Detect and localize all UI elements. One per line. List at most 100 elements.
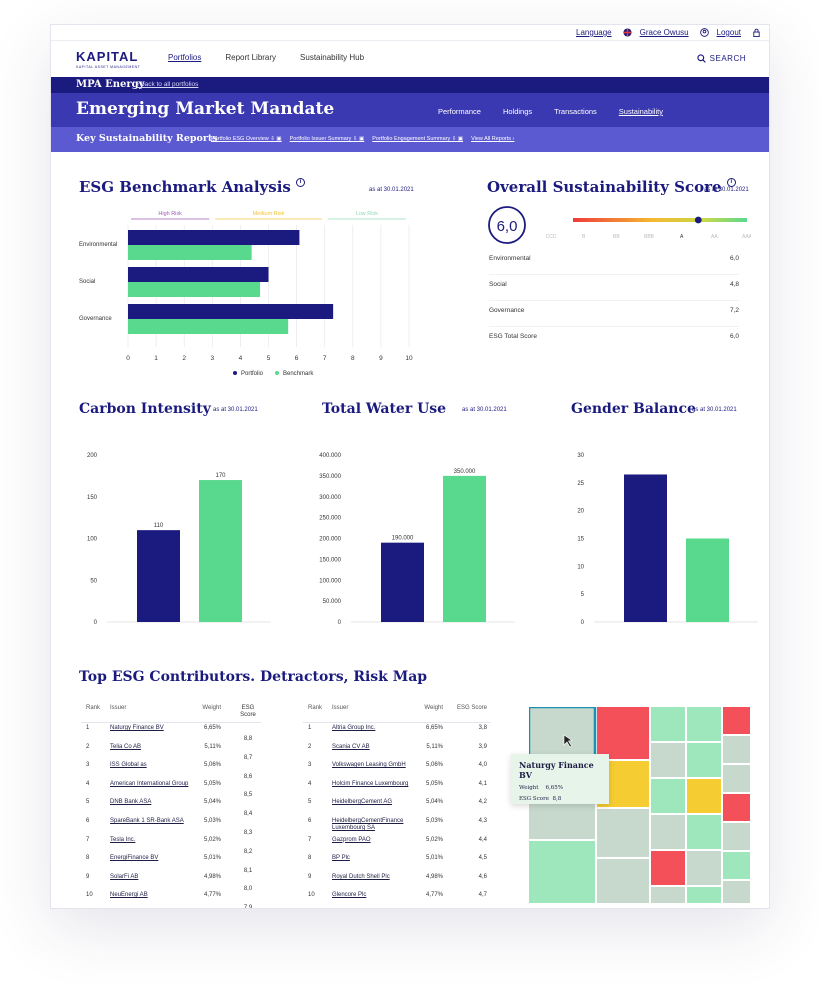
table-row[interactable]: 2 Scania CV AB 5,11% 3,9: [303, 742, 491, 761]
issuer-link[interactable]: Volkswagen Leasing GmbH: [332, 762, 406, 769]
contributor-score-column: ESG Score 8,8 8,7 8,6 8,5 8,4 8,3 8,2 8,1 8,0 7,9: [231, 705, 265, 908]
issuer-link[interactable]: EnergiFinance BV: [110, 855, 159, 862]
info-icon[interactable]: i: [726, 178, 736, 187]
data-label: 170: [215, 473, 226, 479]
risk-map-cell[interactable]: [687, 779, 721, 813]
report-engagement-summary[interactable]: Portfolio Engagement Summary ⇩ ▣: [372, 136, 464, 142]
table-row[interactable]: 7 Gazprom PAO 5,02% 4,4: [303, 835, 491, 854]
risk-map-cell[interactable]: [687, 815, 721, 849]
table-row[interactable]: 8 EnergiFinance BV 5,01%: [81, 853, 261, 872]
table-row[interactable]: 2 Telia Co AB 5,11%: [81, 742, 261, 761]
table-row[interactable]: 3 Volkswagen Leasing GmbH 5,06% 4,0: [303, 760, 491, 779]
issuer-link[interactable]: SolarFi AB: [110, 873, 139, 880]
risk-map-cell[interactable]: [597, 859, 649, 903]
rating-label: BB: [613, 234, 620, 240]
table-row[interactable]: 10 NeuEnergi AB 4,77%: [81, 890, 261, 908]
language-link[interactable]: Language: [576, 28, 612, 37]
logo[interactable]: KAPITAL KAPITAL ASSET MANAGEMENT: [76, 49, 141, 69]
risk-map-cell[interactable]: [651, 815, 685, 849]
table-row[interactable]: 9 Royal Dutch Shell Plc 4,98% 4,6: [303, 872, 491, 891]
issuer-link[interactable]: BP Plc: [332, 855, 350, 862]
issuer-link[interactable]: Naturgy Finance BV: [110, 725, 164, 731]
risk-map-cell[interactable]: [651, 779, 685, 813]
risk-map-cell[interactable]: [687, 743, 721, 777]
risk-map-cell[interactable]: [597, 707, 649, 759]
issuer-link[interactable]: Altria Group Inc.: [332, 725, 376, 731]
tab-holdings[interactable]: Holdings: [502, 107, 533, 116]
table-row[interactable]: 3 ISS Global as 5,06%: [81, 760, 261, 779]
y-tick-label: 400.000: [319, 453, 341, 459]
risk-map-cell[interactable]: [723, 881, 750, 903]
rating-label: AAA: [742, 234, 751, 240]
table-row[interactable]: 9 SolarFi AB 4,98%: [81, 872, 261, 891]
table-row[interactable]: 4 Holcim Finance Luxembourg 5,05% 4,1: [303, 779, 491, 798]
issuer-link[interactable]: DNB Bank ASA: [110, 799, 152, 806]
risk-map-cell[interactable]: [687, 707, 721, 741]
risk-map-cell[interactable]: [529, 841, 595, 903]
table-row[interactable]: 1 Naturgy Finance BV 6,65%: [81, 723, 261, 742]
table-row[interactable]: 1 Altria Group Inc. 6,65% 3,8: [303, 723, 491, 742]
issuer-link[interactable]: Telia Co AB: [110, 743, 142, 750]
risk-map-cell[interactable]: [723, 707, 750, 734]
risk-map-cell[interactable]: [651, 707, 685, 741]
x-tick-label: 8: [351, 355, 355, 362]
logout-link[interactable]: Logout: [716, 28, 741, 37]
rank-cell: 3: [308, 762, 312, 769]
issuer-link[interactable]: Holcim Finance Luxembourg: [332, 780, 409, 787]
table-row[interactable]: 10 Glencore Plc 4,77% 4,7: [303, 890, 491, 908]
issuer-link[interactable]: Tesla Inc.: [110, 836, 136, 843]
issuer-link[interactable]: Gazprom PAO: [332, 836, 371, 843]
issuer-link[interactable]: HeidelbergCement AG: [332, 799, 393, 806]
user-link[interactable]: Grace Owusu: [639, 28, 689, 37]
issuer-link[interactable]: ISS Global as: [110, 762, 147, 769]
nav-report-library[interactable]: Report Library: [225, 53, 277, 62]
risk-map-cell[interactable]: [723, 765, 750, 792]
tab-performance[interactable]: Performance: [438, 107, 481, 116]
issuer-link[interactable]: HeidelbergCementFinance Luxembourg SA: [332, 817, 404, 831]
table-row[interactable]: 5 DNB Bank ASA 5,04%: [81, 797, 261, 816]
rating-label: A: [680, 234, 684, 240]
risk-map-cell[interactable]: [687, 887, 721, 903]
issuer-link[interactable]: Scania CV AB: [332, 743, 370, 750]
risk-map-cell[interactable]: [687, 851, 721, 885]
issuer-link[interactable]: Glencore Plc: [332, 892, 367, 899]
risk-map-tooltip: Naturgy Finance BV Weight 6,65% ESG Scor…: [511, 754, 609, 804]
table-row[interactable]: 6 SpareBank 1 SR-Bank ASA 5,03%: [81, 816, 261, 835]
info-icon[interactable]: i: [296, 178, 306, 187]
issuer-link[interactable]: SpareBank 1 SR-Bank ASA: [110, 817, 184, 824]
table-row[interactable]: 8 BP Plc 5,01% 4,5: [303, 853, 491, 872]
weight-cell: 5,02%: [203, 836, 221, 843]
portfolio-bar: [128, 230, 300, 245]
data-label: 190.000: [392, 536, 414, 542]
issuer-link[interactable]: Royal Dutch Shell Plc: [332, 873, 390, 880]
table-row[interactable]: 5 HeidelbergCement AG 5,04% 4,2: [303, 797, 491, 816]
mandate-title: Emerging Market Mandate: [76, 99, 335, 119]
legend-portfolio-dot: [233, 371, 237, 375]
issuer-link[interactable]: American International Group: [110, 780, 189, 787]
report-view-all[interactable]: View All Reports ›: [471, 136, 515, 142]
risk-map-cell[interactable]: [597, 809, 649, 857]
risk-map-cell[interactable]: [723, 794, 750, 821]
issuer-link[interactable]: NeuEnergi AB: [110, 892, 148, 899]
tab-sustainability[interactable]: Sustainability: [618, 107, 663, 116]
legend-benchmark-label: Benchmark: [283, 371, 314, 375]
report-issuer-summary[interactable]: Portfolio Issuer Summary ⇩ ▣: [289, 136, 365, 142]
score-cell: 4,1: [478, 780, 487, 787]
table-row[interactable]: 7 Tesla Inc. 5,02%: [81, 835, 261, 854]
risk-map-cell[interactable]: [651, 743, 685, 777]
risk-map-cell[interactable]: [651, 851, 685, 885]
nav-portfolios[interactable]: Portfolios: [168, 53, 202, 62]
nav-sustainability-hub[interactable]: Sustainability Hub: [300, 53, 365, 62]
search-button[interactable]: SEARCH: [696, 54, 746, 63]
risk-map-cell[interactable]: [651, 887, 685, 903]
risk-map-cell[interactable]: [723, 736, 750, 763]
risk-map-cell[interactable]: [723, 823, 750, 850]
benchmark-as-at: as at 30.01.2021: [369, 187, 414, 193]
risk-map-cell[interactable]: [723, 852, 750, 879]
report-esg-overview[interactable]: Portfolio ESG Overview ⇩ ▣: [211, 136, 282, 142]
table-row[interactable]: 4 American International Group 5,05%: [81, 779, 261, 798]
back-link[interactable]: ‹ back to all portfolios: [137, 81, 199, 88]
flag-icon: [623, 28, 632, 37]
table-row[interactable]: 6 HeidelbergCementFinance Luxembourg SA 5,…: [303, 816, 491, 835]
tab-transactions[interactable]: Transactions: [554, 107, 597, 116]
